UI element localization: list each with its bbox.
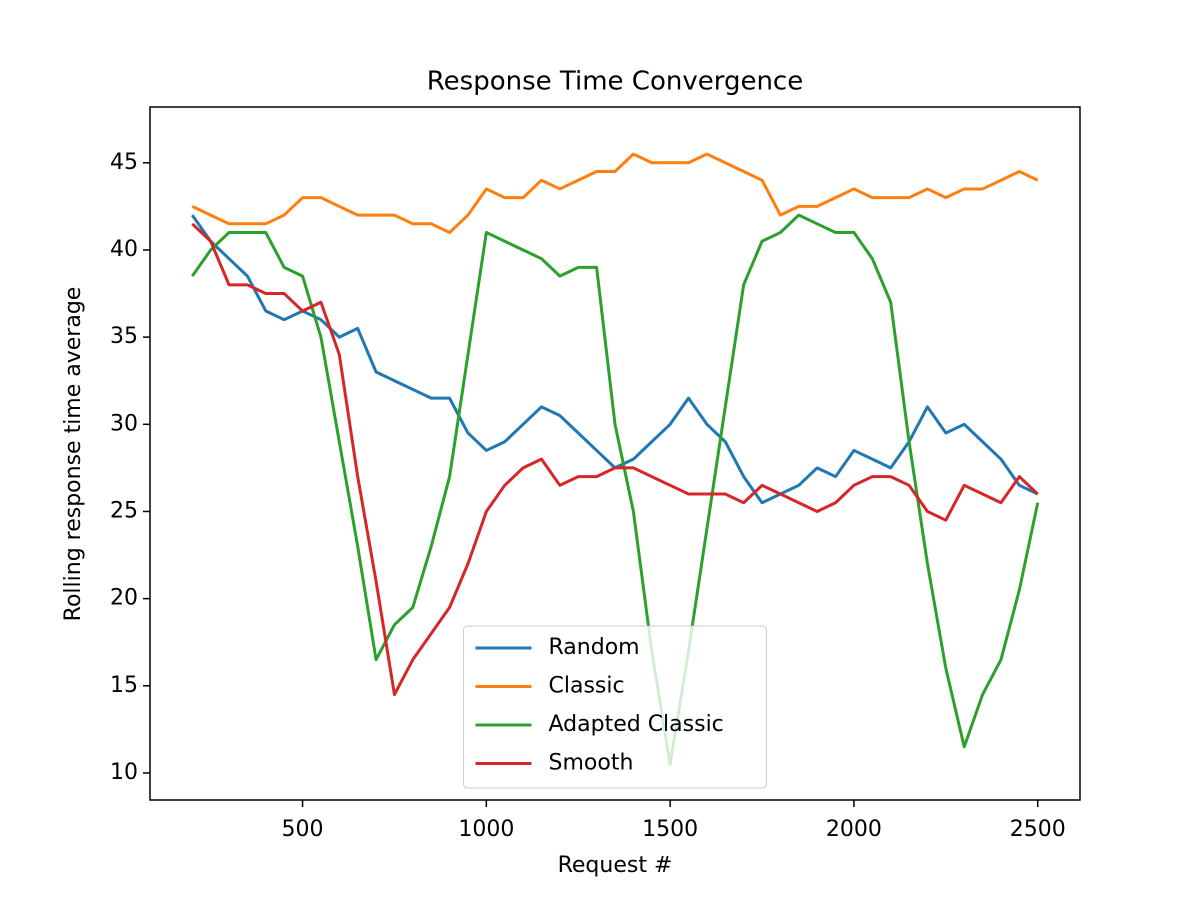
x-axis-label: Request # [558, 853, 673, 878]
y-tick-label: 20 [110, 586, 138, 611]
x-tick-label: 2500 [1010, 817, 1066, 842]
y-tick-label: 30 [110, 411, 138, 436]
y-tick-label: 10 [110, 760, 138, 785]
legend-box [463, 625, 767, 789]
data-line [191, 222, 1039, 697]
y-tick-label: 40 [110, 237, 138, 262]
data-line [191, 152, 1039, 235]
x-tick-label: 1500 [642, 817, 698, 842]
legend-label: Classic [549, 674, 625, 699]
y-tick-label: 35 [110, 324, 138, 349]
data-line [191, 213, 1040, 766]
x-tick-label: 500 [282, 817, 324, 842]
x-tick-label: 2000 [826, 817, 882, 842]
legend-label: Adapted Classic [549, 712, 724, 737]
plot-frame [149, 106, 1081, 801]
y-tick-label: 45 [110, 150, 138, 175]
legend-label: Smooth [549, 751, 634, 776]
x-tick-label: 1000 [458, 817, 514, 842]
legend-label: Random [549, 635, 640, 660]
y-tick-label: 15 [110, 673, 138, 698]
y-axis-label: Rolling response time average [61, 287, 86, 622]
chart-title: Response Time Convergence [427, 67, 803, 97]
y-tick-label: 25 [110, 498, 138, 523]
